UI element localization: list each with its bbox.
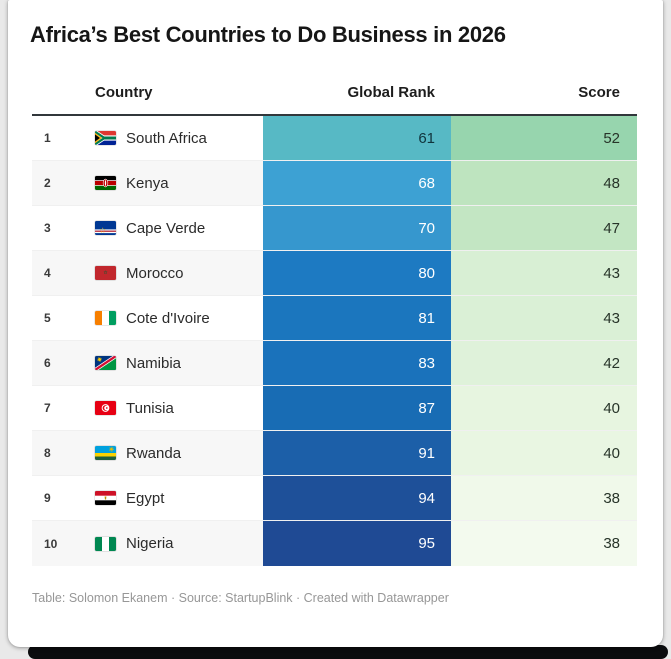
country-cell: Cote d'Ivoire bbox=[90, 296, 263, 340]
table-row: 10 Nigeria 95 38 bbox=[32, 521, 637, 566]
score-cell: 52 bbox=[451, 116, 637, 160]
rank-index: 3 bbox=[32, 206, 90, 250]
cape-verde-flag-icon bbox=[95, 221, 116, 235]
table-row: 7 Tunisia 87 40 bbox=[32, 386, 637, 431]
card-bottom-edge bbox=[28, 645, 668, 659]
datawrapper-table-card: Africa’s Best Countries to Do Business i… bbox=[8, 0, 663, 647]
country-cell: Kenya bbox=[90, 161, 263, 205]
score-cell: 43 bbox=[451, 296, 637, 340]
rwanda-flag-icon bbox=[95, 446, 116, 460]
country-cell: South Africa bbox=[90, 116, 263, 160]
rank-index: 10 bbox=[32, 521, 90, 566]
country-cell: Nigeria bbox=[90, 521, 263, 566]
namibia-flag-icon bbox=[95, 356, 116, 370]
global-rank-cell: 87 bbox=[263, 386, 451, 430]
table-row: 8 Rwanda 91 40 bbox=[32, 431, 637, 476]
nigeria-flag-icon bbox=[95, 536, 116, 551]
table-row: 6 Namibia 83 42 bbox=[32, 341, 637, 386]
country-cell: Rwanda bbox=[90, 431, 263, 475]
score-cell: 47 bbox=[451, 206, 637, 250]
morocco-flag-icon bbox=[95, 266, 116, 280]
column-header-score: Score bbox=[578, 84, 620, 101]
chart-title: Africa’s Best Countries to Do Business i… bbox=[30, 22, 506, 47]
country-name: Cape Verde bbox=[126, 219, 206, 237]
global-rank-cell: 70 bbox=[263, 206, 451, 250]
rank-index: 5 bbox=[32, 296, 90, 340]
score-cell: 38 bbox=[451, 521, 637, 566]
country-cell: Namibia bbox=[90, 341, 263, 385]
column-header-global-rank: Global Rank bbox=[347, 84, 435, 101]
table-row: 2 Kenya 68 48 bbox=[32, 161, 637, 206]
table-body: 1 South Africa 61 52 2 Kenya 68 48 3 Cap… bbox=[32, 116, 637, 566]
rank-index: 9 bbox=[32, 476, 90, 520]
egypt-flag-icon bbox=[95, 491, 116, 505]
rank-index: 8 bbox=[32, 431, 90, 475]
score-cell: 43 bbox=[451, 251, 637, 295]
kenya-flag-icon bbox=[95, 176, 116, 190]
global-rank-cell: 61 bbox=[263, 116, 451, 160]
table-header-row: Country Global Rank Score bbox=[32, 84, 637, 101]
country-name: Namibia bbox=[126, 354, 182, 372]
score-cell: 42 bbox=[451, 341, 637, 385]
global-rank-cell: 83 bbox=[263, 341, 451, 385]
rank-index: 4 bbox=[32, 251, 90, 295]
country-cell: Egypt bbox=[90, 476, 263, 520]
country-name: Egypt bbox=[126, 489, 165, 507]
rank-index: 7 bbox=[32, 386, 90, 430]
attribution: Table: Solomon Ekanem · Source: StartupB… bbox=[32, 591, 449, 605]
score-cell: 38 bbox=[451, 476, 637, 520]
country-cell: Morocco bbox=[90, 251, 263, 295]
rank-index: 2 bbox=[32, 161, 90, 205]
country-name: Kenya bbox=[126, 174, 169, 192]
global-rank-cell: 80 bbox=[263, 251, 451, 295]
score-cell: 40 bbox=[451, 431, 637, 475]
country-name: Cote d'Ivoire bbox=[126, 309, 210, 327]
header-divider bbox=[32, 114, 637, 116]
country-cell: Tunisia bbox=[90, 386, 263, 430]
table-row: 4 Morocco 80 43 bbox=[32, 251, 637, 296]
rank-index: 6 bbox=[32, 341, 90, 385]
country-name: Morocco bbox=[126, 264, 184, 282]
column-header-country: Country bbox=[95, 84, 153, 101]
country-cell: Cape Verde bbox=[90, 206, 263, 250]
table-row: 3 Cape Verde 70 47 bbox=[32, 206, 637, 251]
table-row: 9 Egypt 94 38 bbox=[32, 476, 637, 521]
global-rank-cell: 81 bbox=[263, 296, 451, 340]
country-name: South Africa bbox=[126, 129, 207, 147]
country-name: Tunisia bbox=[126, 399, 174, 417]
south-africa-flag-icon bbox=[95, 131, 116, 145]
cote-divoire-flag-icon bbox=[95, 311, 116, 325]
country-name: Nigeria bbox=[126, 535, 174, 552]
score-cell: 40 bbox=[451, 386, 637, 430]
table-row: 1 South Africa 61 52 bbox=[32, 116, 637, 161]
global-rank-cell: 68 bbox=[263, 161, 451, 205]
table-row: 5 Cote d'Ivoire 81 43 bbox=[32, 296, 637, 341]
rank-index: 1 bbox=[32, 116, 90, 160]
score-cell: 48 bbox=[451, 161, 637, 205]
country-name: Rwanda bbox=[126, 444, 182, 462]
global-rank-cell: 91 bbox=[263, 431, 451, 475]
global-rank-cell: 95 bbox=[263, 521, 451, 566]
global-rank-cell: 94 bbox=[263, 476, 451, 520]
tunisia-flag-icon bbox=[95, 401, 116, 415]
